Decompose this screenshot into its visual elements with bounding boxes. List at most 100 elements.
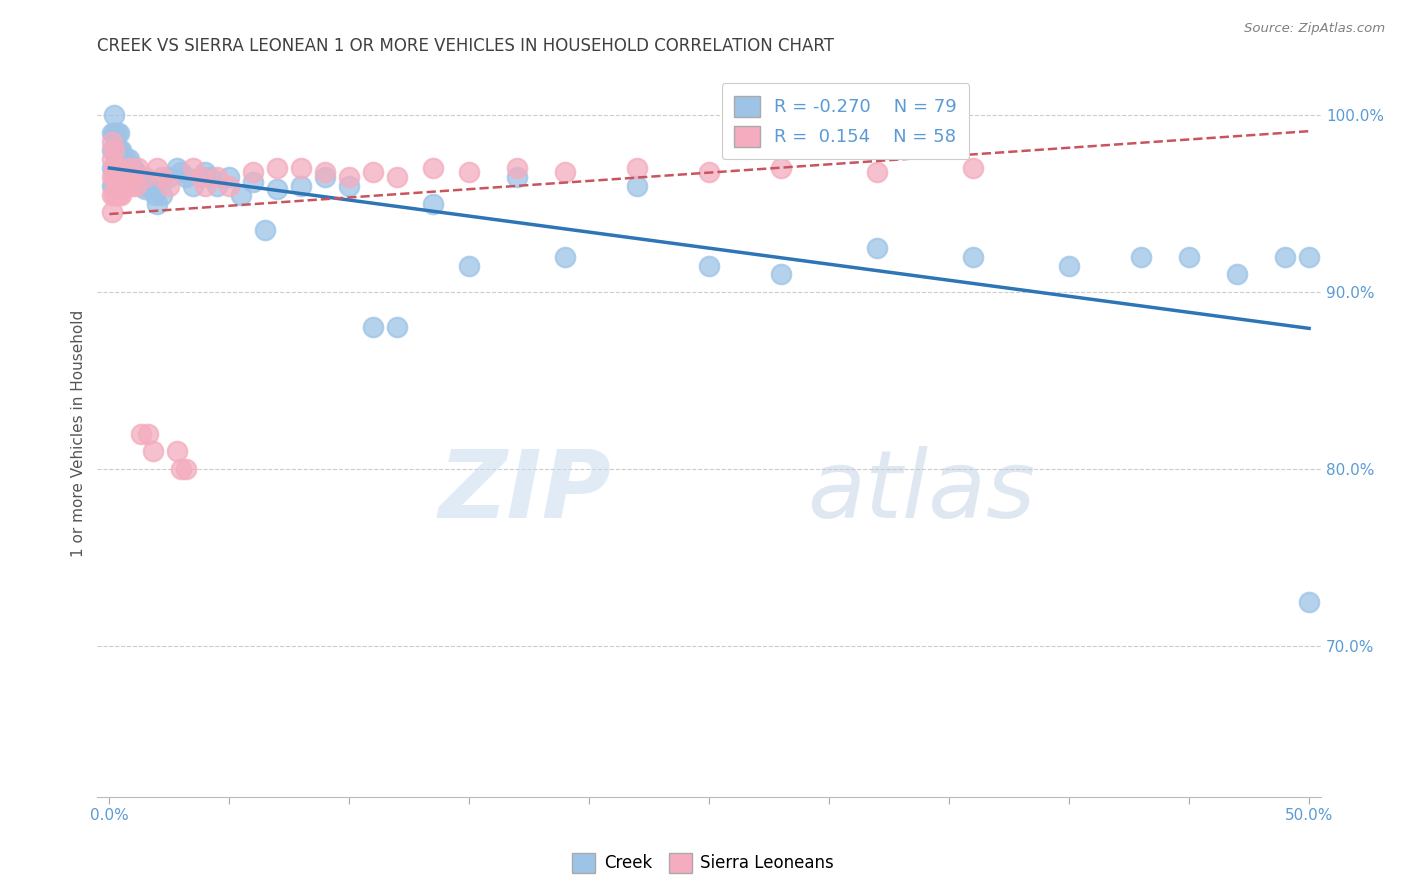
Point (105, 153, 128, 167)
Point (115, 178, 138, 193)
Point (115, 153, 138, 167)
Point (125, 178, 148, 193)
Point (115, 169, 138, 184)
Point (363, 164, 385, 178)
Point (117, 161, 139, 175)
Point (105, 187, 128, 202)
Point (122, 161, 145, 175)
Point (422, 196, 444, 211)
Point (120, 169, 142, 184)
Point (626, 178, 648, 193)
Point (115, 161, 138, 175)
Point (207, 169, 229, 184)
Point (231, 187, 253, 202)
Point (218, 169, 240, 184)
Point (105, 169, 128, 184)
Point (100, 205, 122, 219)
Point (183, 161, 205, 175)
Point (697, 164, 720, 178)
Point (190, 169, 212, 184)
Point (218, 178, 240, 193)
Point (314, 164, 336, 178)
Point (554, 250, 576, 264)
Point (314, 169, 336, 184)
Point (770, 161, 793, 175)
Point (100, 161, 122, 175)
Point (100, 153, 122, 167)
Point (110, 144, 132, 158)
Point (183, 178, 205, 193)
Point (166, 161, 188, 175)
Point (242, 164, 264, 178)
Point (157, 169, 180, 184)
Point (103, 178, 125, 193)
Point (150, 187, 173, 202)
Point (1057, 259, 1080, 273)
Point (108, 153, 131, 167)
Point (103, 161, 125, 175)
Point (120, 158, 142, 172)
Point (194, 164, 217, 178)
Point (108, 126, 131, 140)
Point (100, 126, 122, 140)
Point (1178, 250, 1201, 264)
Point (290, 161, 312, 175)
Point (103, 144, 125, 158)
Point (117, 164, 139, 178)
Point (105, 178, 128, 193)
Point (110, 169, 132, 184)
Point (150, 169, 173, 184)
Point (337, 178, 360, 193)
Point (120, 178, 142, 193)
Point (337, 169, 360, 184)
Point (458, 164, 481, 178)
Point (100, 187, 122, 202)
Point (103, 161, 125, 175)
Point (112, 161, 135, 175)
Point (129, 426, 152, 441)
Point (103, 144, 125, 158)
Point (190, 169, 212, 184)
Point (134, 182, 156, 196)
Point (157, 178, 180, 193)
Point (105, 144, 128, 158)
Point (174, 169, 197, 184)
Point (866, 241, 889, 255)
Point (1298, 595, 1320, 609)
Point (108, 161, 131, 175)
Point (105, 126, 128, 140)
Point (387, 169, 409, 184)
Point (110, 187, 132, 202)
Point (422, 161, 444, 175)
Point (387, 320, 409, 334)
Point (170, 164, 193, 178)
Point (103, 169, 125, 184)
Point (146, 196, 169, 211)
Point (127, 161, 149, 175)
Point (170, 462, 193, 476)
Point (103, 108, 125, 122)
Point (112, 178, 135, 193)
Point (110, 161, 132, 175)
Point (132, 178, 155, 193)
Legend: R = -0.270    N = 79, R =  0.154    N = 58: R = -0.270 N = 79, R = 0.154 N = 58 (721, 83, 969, 160)
Point (122, 175, 145, 189)
Point (103, 187, 125, 202)
Point (697, 259, 720, 273)
Point (254, 223, 277, 237)
Point (143, 187, 166, 202)
Point (100, 144, 122, 158)
Point (100, 169, 122, 184)
Text: CREEK VS SIERRA LEONEAN 1 OR MORE VEHICLES IN HOUSEHOLD CORRELATION CHART: CREEK VS SIERRA LEONEAN 1 OR MORE VEHICL… (97, 37, 834, 55)
Point (554, 164, 576, 178)
Point (458, 259, 481, 273)
Point (266, 182, 288, 196)
Point (125, 164, 148, 178)
Text: Source: ZipAtlas.com: Source: ZipAtlas.com (1244, 22, 1385, 36)
Point (136, 178, 159, 193)
Point (242, 175, 264, 189)
Point (103, 126, 125, 140)
Point (110, 153, 132, 167)
Point (1274, 250, 1296, 264)
Point (866, 164, 889, 178)
